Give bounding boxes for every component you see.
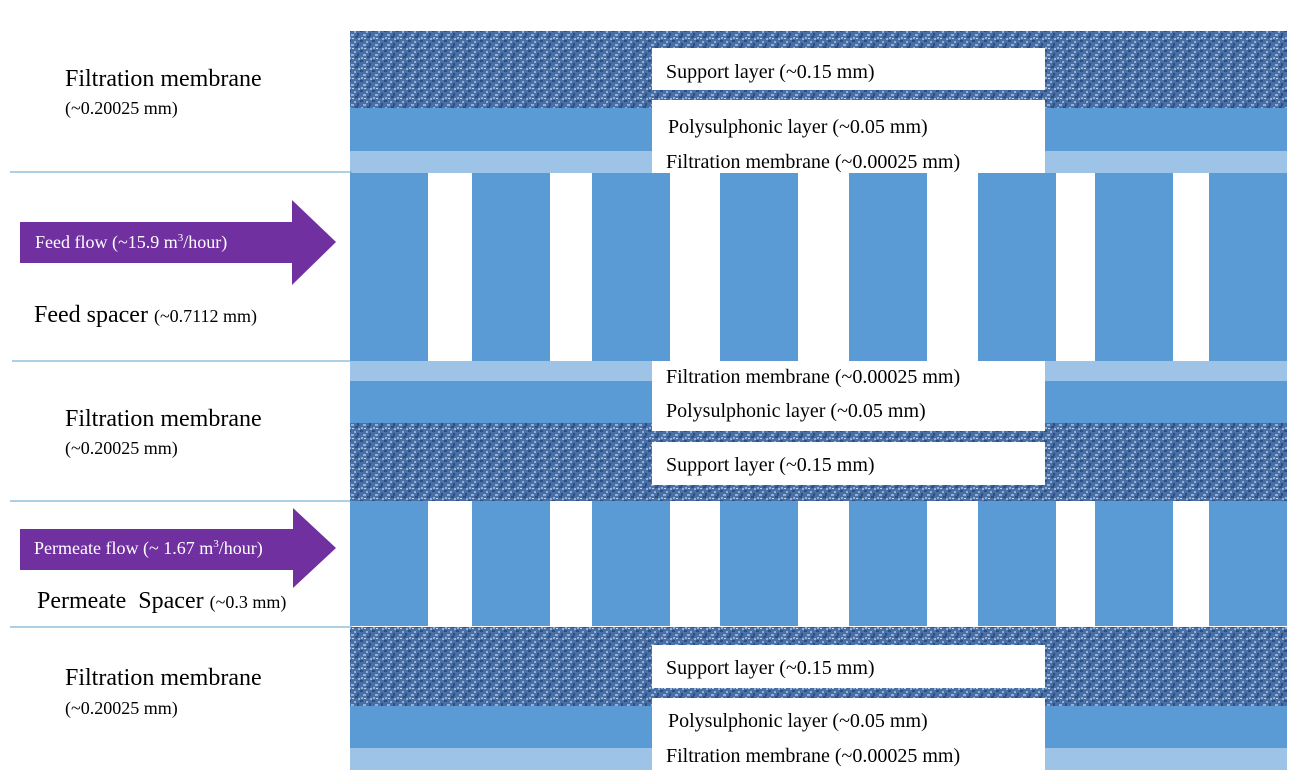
- feed-spacer: Feed flow (~15.9 m3/hour) Feed spacer (~…: [10, 171, 1287, 362]
- top-support-label: Support layer (~0.15 mm): [666, 61, 875, 83]
- permeate-flow-label: Permeate flow (~ 1.67 m3/hour): [34, 538, 263, 559]
- permeate-spacer-label: Permeate Spacer (~0.3 mm): [37, 588, 286, 614]
- bot-filtration-label: Filtration membrane (~0.00025 mm): [666, 745, 960, 767]
- bot-support-label: Support layer (~0.15 mm): [666, 657, 875, 679]
- spacer-bar: [978, 501, 1056, 626]
- spacer-bar: [849, 173, 927, 361]
- top-inner-label-box: [652, 100, 1045, 173]
- bot-membrane-thickness: (~0.20025 mm): [65, 698, 178, 719]
- spacer-bar: [472, 501, 550, 626]
- spacer-bar: [592, 501, 670, 626]
- mid-inner-label-box: [652, 361, 1045, 431]
- feed-flow-arrow: [20, 200, 336, 285]
- middle-membrane: Filtration membrane (~0.00025 mm) Polysu…: [65, 361, 1287, 501]
- mid-support-label: Support layer (~0.15 mm): [666, 454, 875, 476]
- spacer-bar: [350, 501, 428, 626]
- spacer-bar: [720, 501, 798, 626]
- spacer-bar: [472, 173, 550, 361]
- spacer-bar: [1209, 501, 1287, 626]
- bottom-membrane: Support layer (~0.15 mm) Polysulphonic l…: [65, 627, 1287, 777]
- top-support-label-box: [652, 48, 1045, 90]
- mid-polysulphonic-label: Polysulphonic layer (~0.05 mm): [666, 400, 926, 422]
- mid-filtration-label: Filtration membrane (~0.00025 mm): [666, 366, 960, 388]
- spacer-bar: [1209, 173, 1287, 361]
- spacer-bar: [849, 501, 927, 626]
- bot-support-label-box: [652, 645, 1045, 688]
- feed-spacer-label: Feed spacer (~0.7112 mm): [34, 302, 257, 328]
- spacer-bar: [350, 173, 428, 361]
- top-membrane-thickness: (~0.20025 mm): [65, 98, 178, 119]
- mid-membrane-title: Filtration membrane: [65, 406, 262, 432]
- permeate-spacer: Permeate flow (~ 1.67 m3/hour) Permeate …: [10, 500, 1287, 628]
- top-membrane-title: Filtration membrane: [65, 66, 262, 92]
- bot-polysulphonic-label: Polysulphonic layer (~0.05 mm): [668, 710, 928, 732]
- spacer-bar: [1095, 173, 1173, 361]
- bot-membrane-title: Filtration membrane: [65, 665, 262, 691]
- feed-flow-label: Feed flow (~15.9 m3/hour): [35, 232, 227, 253]
- top-polysulphonic-label: Polysulphonic layer (~0.05 mm): [668, 116, 928, 138]
- mid-membrane-thickness: (~0.20025 mm): [65, 438, 178, 459]
- mid-support-label-box: [652, 442, 1045, 485]
- permeate-flow-arrow: [20, 508, 336, 588]
- top-membrane: Support layer (~0.15 mm) Polysulphonic l…: [65, 31, 1287, 173]
- spacer-bar: [720, 173, 798, 361]
- spacer-bar: [1095, 501, 1173, 626]
- bot-inner-label-box: [652, 698, 1045, 777]
- spacer-bar: [978, 173, 1056, 361]
- top-filtration-label: Filtration membrane (~0.00025 mm): [666, 151, 960, 173]
- spacer-bar: [592, 173, 670, 361]
